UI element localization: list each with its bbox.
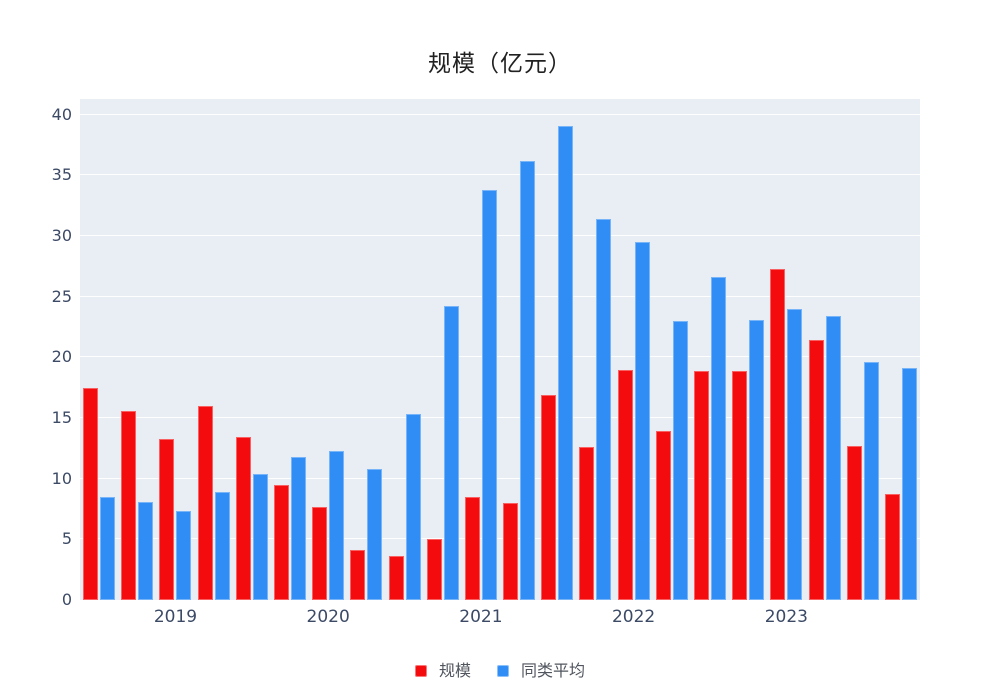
y-axis-tick-label: 0 [61,590,72,609]
bar-scale-11[interactable] [464,496,480,600]
plot-area [80,99,920,600]
bar-average-18[interactable] [749,319,765,600]
bar-average-17[interactable] [711,277,726,600]
y-axis-tick-label: 10 [51,468,72,488]
gridline [80,356,920,358]
bar-average-16[interactable] [672,321,688,600]
y-axis-tick-label: 25 [51,286,72,306]
bar-scale-7[interactable] [312,506,328,600]
bar-scale-16[interactable] [655,431,671,600]
bar-scale-5[interactable] [235,437,251,600]
bar-average-8[interactable] [367,469,383,600]
bar-average-21[interactable] [863,362,879,600]
bar-scale-6[interactable] [274,484,289,600]
bar-scale-9[interactable] [388,556,404,600]
bar-average-1[interactable] [100,496,116,600]
legend: 规模 同类平均 [0,662,1000,680]
y-axis-tick-label: 30 [51,226,72,246]
bar-scale-3[interactable] [159,438,175,600]
gridline [80,295,920,297]
legend-item-average[interactable]: 同类平均 [497,662,585,680]
gridline [80,417,920,419]
bar-average-20[interactable] [825,316,841,600]
gridline [80,235,920,237]
bar-scale-14[interactable] [579,447,595,600]
bar-scale-1[interactable] [83,387,99,600]
bar-average-5[interactable] [252,473,268,600]
legend-marker-average-icon [497,665,509,677]
bar-average-14[interactable] [596,219,612,600]
x-axis-tick-label: 2020 [306,607,350,627]
legend-marker-scale-icon [414,665,427,677]
x-axis-tick-label: 2021 [459,607,503,627]
bar-scale-22[interactable] [884,494,900,600]
bar-average-13[interactable] [558,125,574,600]
gridline [80,477,920,479]
y-axis-tick-label: 40 [51,104,72,124]
bar-average-6[interactable] [291,456,306,600]
bar-average-3[interactable] [176,511,192,600]
bar-scale-21[interactable] [846,445,862,600]
bar-average-11[interactable] [481,190,497,600]
bar-average-15[interactable] [634,242,650,600]
legend-label-scale: 规模 [438,661,471,680]
bar-average-10[interactable] [443,306,459,600]
bar-scale-13[interactable] [541,395,557,600]
bar-average-12[interactable] [520,160,536,600]
bar-average-7[interactable] [329,450,345,600]
y-axis-tick-label: 15 [51,408,72,428]
bar-scale-2[interactable] [121,410,137,600]
bar-average-19[interactable] [787,308,803,600]
gridline [80,538,920,540]
bar-scale-20[interactable] [808,340,824,600]
gridline [80,174,920,176]
bar-scale-17[interactable] [694,370,709,600]
y-axis-tick-label: 5 [61,529,72,549]
legend-item-scale[interactable]: 规模 [414,661,471,680]
bar-average-9[interactable] [405,414,421,600]
bar-scale-19[interactable] [770,268,786,600]
y-axis-tick-label: 35 [51,165,72,185]
legend-label-average: 同类平均 [521,661,586,680]
x-axis-tick-label: 2022 [611,607,656,627]
bar-scale-4[interactable] [197,405,213,600]
bar-scale-15[interactable] [617,369,633,600]
bar-average-2[interactable] [138,501,154,600]
bar-scale-12[interactable] [503,502,519,600]
x-axis-tick-label: 2023 [764,607,808,627]
bar-scale-8[interactable] [350,550,366,600]
y-axis-tick-label: 20 [51,347,72,367]
gridline [80,113,920,115]
chart-title: 规模（亿元） [428,51,572,77]
bar-scale-10[interactable] [426,539,442,600]
bar-scale-18[interactable] [732,370,748,600]
bar-average-4[interactable] [214,492,230,600]
x-axis-tick-label: 2019 [153,607,198,627]
bar-average-22[interactable] [901,368,917,600]
